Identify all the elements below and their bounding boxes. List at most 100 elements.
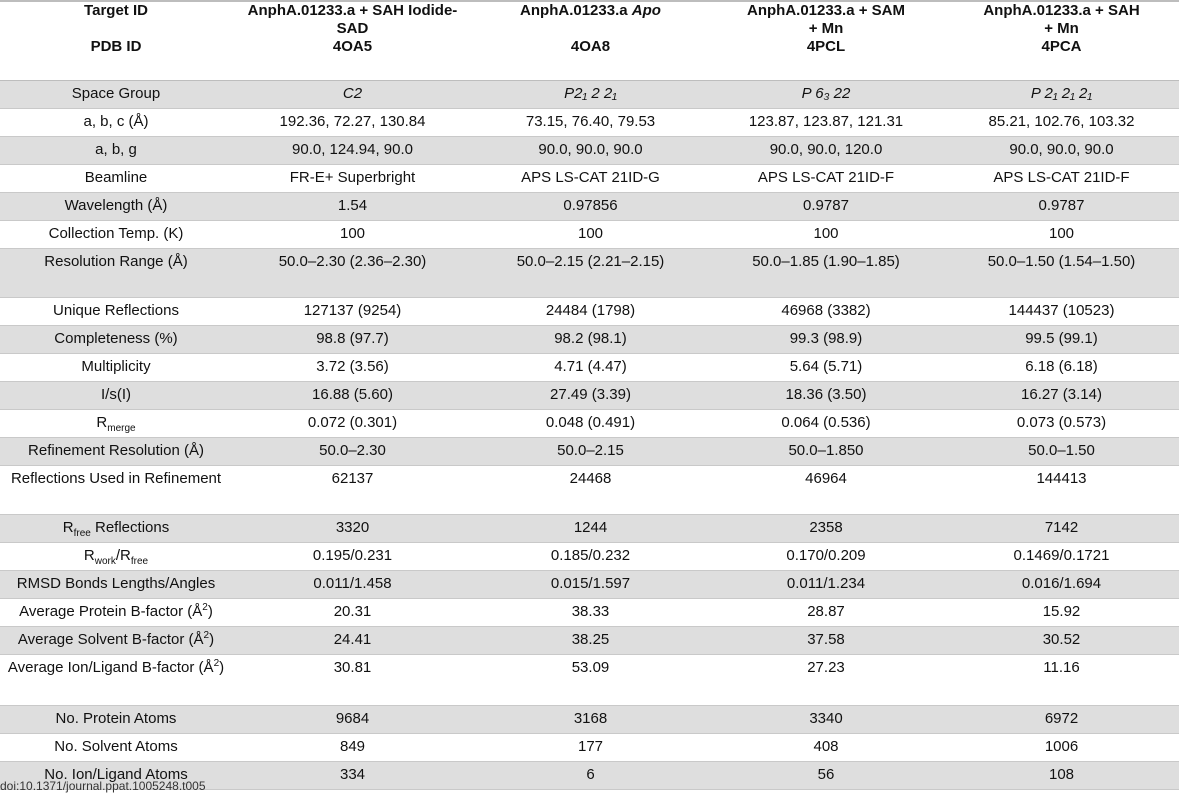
table-cell: 0.048 (0.491) <box>473 409 708 438</box>
table-cell: 5.64 (5.71) <box>708 353 944 382</box>
cell-value: 5.64 (5.71) <box>789 358 863 375</box>
cell-value: 0.048 (0.491) <box>545 414 636 431</box>
cell-value: APS LS-CAT 21ID-F <box>993 169 1130 186</box>
table-cell: 30.52 <box>944 626 1179 655</box>
table-cell: 50.0–1.850 <box>708 437 944 466</box>
table-cell: 30.81 <box>232 654 473 706</box>
table-cell: FR-E+ Superbright <box>232 164 473 193</box>
table-row: Rmerge 0.072 (0.301) 0.048 (0.491) 0.064 (0… <box>0 409 1179 438</box>
table-cell: 0.1469/0.1721 <box>944 542 1179 571</box>
cell-value: 0.015/1.597 <box>550 575 631 592</box>
cell-value: 15.92 <box>1042 603 1081 620</box>
cell-value: 6 <box>586 766 595 783</box>
row-label-part: R <box>83 547 95 564</box>
table-cell: 9684 <box>232 705 473 734</box>
cell-value: FR-E+ Superbright <box>289 169 416 186</box>
cell-value: 3.72 (3.56) <box>316 358 389 375</box>
table-cell: 27.23 <box>708 654 944 706</box>
row-label: Unique Reflections <box>0 297 232 326</box>
cell-value: 11.16 <box>1043 659 1080 676</box>
target-id-label: Target ID <box>84 2 148 19</box>
row-label: Multiplicity <box>0 353 232 382</box>
doi-footer: doi:10.1371/journal.ppat.1005248.t005 <box>0 779 206 793</box>
table-row: Beamline FR-E+ Superbright APS LS-CAT 21ID… <box>0 164 1179 193</box>
table-cell: P 6₃ 22 <box>708 80 944 109</box>
cell-value: 0.011/1.458 <box>313 575 392 592</box>
cell-value: 123.87, 123.87, 121.31 <box>748 113 904 130</box>
table-cell: 99.3 (98.9) <box>708 325 944 354</box>
cell-value: 24.41 <box>333 631 372 648</box>
table-row: Unique Reflections 127137 (9254) 24484 (17… <box>0 297 1179 326</box>
cell-value: 334 <box>339 766 366 783</box>
table-cell: 334 <box>232 761 473 790</box>
row-label: No. Protein Atoms <box>0 705 232 734</box>
cell-value: P 6₃ 22 <box>801 85 851 102</box>
table-header-row: Target ID PDB ID AnphA.01233.a + SAH Iod… <box>0 0 1179 81</box>
row-label: a, b, g <box>0 136 232 165</box>
table-row: Multiplicity 3.72 (3.56) 4.71 (4.47) 5.64 (… <box>0 353 1179 382</box>
cell-value: 108 <box>1048 766 1075 783</box>
row-label: Collection Temp. (K) <box>0 220 232 249</box>
target-id-3a: AnphA.01233.a + SAM <box>747 2 905 19</box>
cell-value: 0.1469/0.1721 <box>1013 547 1110 564</box>
table-cell: 7142 <box>944 514 1179 543</box>
cell-value: 7142 <box>1044 519 1079 536</box>
cell-value: 27.23 <box>807 659 845 676</box>
table-cell: 18.36 (3.50) <box>708 381 944 410</box>
row-label-part: 2 <box>202 602 208 613</box>
cell-value: 6972 <box>1044 710 1079 727</box>
row-label-part: R <box>62 519 74 536</box>
row-label: No. Ion/Ligand Atoms <box>0 761 232 790</box>
row-label-part: Average Protein B-factor (Å <box>19 603 203 620</box>
row-label-part: 2 <box>203 630 210 641</box>
row-label-part: free <box>73 528 91 539</box>
table-cell: 1244 <box>473 514 708 543</box>
row-label: Wavelength (Å) <box>0 192 232 221</box>
cell-value: 50.0–1.50 (1.54–1.50) <box>987 253 1136 270</box>
table-cell: 3340 <box>708 705 944 734</box>
cell-value: 1006 <box>1044 738 1079 755</box>
target-id-1a: AnphA.01233.a + SAH Iodide- <box>247 2 458 19</box>
header-col-2: AnphA.01233.a Apo 4OA8 <box>473 0 708 81</box>
row-label: Average Ion/Ligand B-factor (Å2) <box>0 654 232 706</box>
cell-value: 24468 <box>569 470 612 487</box>
table-cell: 144413 <box>944 465 1179 515</box>
cell-value: 0.170/0.209 <box>786 547 866 564</box>
cell-value: 0.016/1.694 <box>1021 575 1102 592</box>
row-label: Refinement Resolution (Å) <box>0 437 232 466</box>
table-cell: 6972 <box>944 705 1179 734</box>
cell-value: 100 <box>577 225 604 242</box>
table-cell: APS LS-CAT 21ID-F <box>944 164 1179 193</box>
pdb-id-3: 4PCL <box>806 38 846 55</box>
table-cell: 38.33 <box>473 598 708 627</box>
row-label: Completeness (%) <box>0 325 232 354</box>
table-cell: 99.5 (99.1) <box>944 325 1179 354</box>
table-cell: 0.185/0.232 <box>473 542 708 571</box>
header-col-3: AnphA.01233.a + SAM + Mn 4PCL <box>708 0 944 81</box>
table-cell: 50.0–2.30 (2.36–2.30) <box>232 248 473 298</box>
cell-value: APS LS-CAT 21ID-G <box>521 169 660 186</box>
table-cell: 50.0–1.50 (1.54–1.50) <box>944 248 1179 298</box>
table-cell: 100 <box>944 220 1179 249</box>
table-row: Average Ion/Ligand B-factor (Å2) 30.81 53.… <box>0 654 1179 706</box>
table-cell: 127137 (9254) <box>232 297 473 326</box>
table-cell: 73.15, 76.40, 79.53 <box>473 108 708 137</box>
cell-value: 37.58 <box>807 631 845 648</box>
table-cell: 85.21, 102.76, 103.32 <box>944 108 1179 137</box>
header-label-cell: Target ID PDB ID <box>0 0 232 81</box>
table-cell: 27.49 (3.39) <box>473 381 708 410</box>
table-cell: 1.54 <box>232 192 473 221</box>
table-cell: 100 <box>708 220 944 249</box>
table-row: a, b, g 90.0, 124.94, 90.0 90.0, 90.0, 90.… <box>0 136 1179 165</box>
target-id-1b: SAD <box>336 20 369 37</box>
pdb-id-1: 4OA5 <box>332 38 373 55</box>
cell-value: 177 <box>577 738 604 755</box>
cell-value: 144437 (10523) <box>1008 302 1115 319</box>
cell-value: 127137 (9254) <box>303 302 402 319</box>
table-cell: 144437 (10523) <box>944 297 1179 326</box>
header-col-4: AnphA.01233.a + SAH + Mn 4PCA <box>944 0 1179 81</box>
row-label-part: 2 <box>213 658 220 669</box>
cell-value: 849 <box>339 738 366 755</box>
row-label-part: R <box>96 414 108 431</box>
table-cell: 56 <box>708 761 944 790</box>
